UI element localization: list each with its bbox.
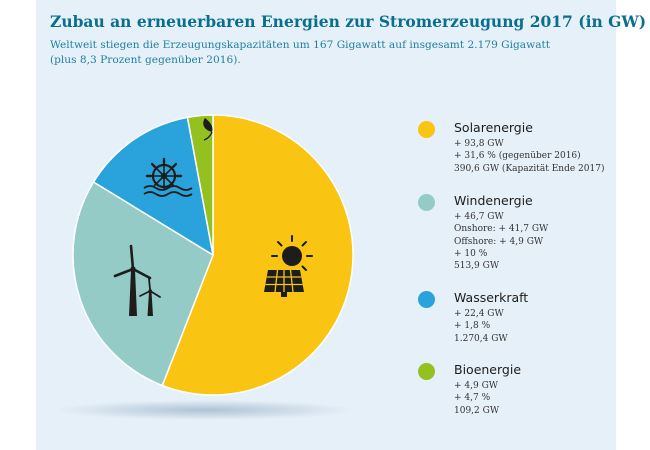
legend-detail-line: Offshore: + 4,9 GW: [454, 236, 544, 247]
legend-detail-line: + 4,9 GW: [454, 381, 499, 391]
legend-detail-line: + 93,8 GW: [454, 139, 504, 149]
leaf-icon: [203, 118, 213, 141]
legend-details: + 4,9 GW + 4,7 % 109,2 GW: [454, 380, 499, 417]
legend-detail-line: 1.270,4 GW: [454, 333, 508, 344]
legend-detail-line: + 4,7 %: [454, 393, 491, 404]
sun-with-solar-panel-icon: [264, 235, 313, 297]
legend-name: Bioenergie: [454, 362, 522, 377]
pie-slice-bioenergie: [186, 114, 214, 256]
legend-detail-line: 109,2 GW: [454, 405, 500, 416]
pie-slice-solarenergie: [161, 114, 354, 396]
legend-detail-line: + 46,7 GW: [454, 212, 504, 222]
legend-detail-line: + 31,6 % (gegenüber 2016): [454, 151, 581, 162]
water-wheel-icon: [143, 157, 193, 197]
legend-dot: [418, 121, 435, 138]
chart-title: Zubau an erneuerbaren Energien zur Strom…: [50, 12, 647, 31]
legend-dot: [418, 363, 435, 380]
legend-dot: [418, 291, 435, 308]
legend-details: + 93,8 GW + 31,6 % (gegenüber 2016) 390,…: [454, 138, 604, 175]
chart-subtitle: Weltweit stiegen die Erzeugungskapazität…: [50, 38, 610, 68]
legend-name: Wasserkraft: [454, 290, 529, 305]
legend-detail-line: + 1,8 %: [454, 321, 491, 332]
pie-slice-windenergie: [72, 181, 214, 387]
legend-dot: [418, 194, 435, 211]
legend-detail-line: + 10 %: [454, 248, 488, 259]
legend-name: Solarenergie: [454, 120, 533, 135]
pie-shadow: [55, 400, 355, 420]
legend-details: + 46,7 GW Onshore: + 41,7 GW Offshore: +…: [454, 211, 548, 272]
subtitle-line-1: Weltweit stiegen die Erzeugungskapazität…: [50, 39, 551, 51]
legend-detail-line: Onshore: + 41,7 GW: [454, 224, 549, 235]
legend-detail-line: 513,9 GW: [454, 261, 500, 272]
legend-detail-line: 390,6 GW (Kapazität Ende 2017): [454, 163, 605, 174]
wind-turbine-icon: [113, 244, 161, 316]
legend-detail-line: + 22,4 GW: [454, 309, 504, 319]
legend-details: + 22,4 GW + 1,8 % 1.270,4 GW: [454, 308, 508, 345]
subtitle-line-2: (plus 8,3 Prozent gegenüber 2016).: [50, 54, 241, 66]
legend-name: Windenergie: [454, 193, 533, 208]
